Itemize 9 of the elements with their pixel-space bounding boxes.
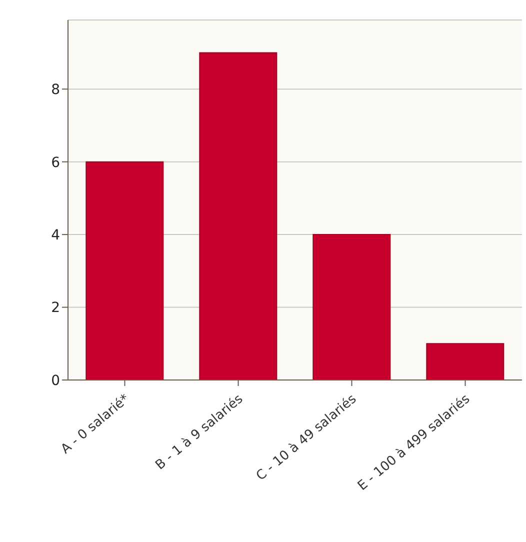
y-tick-label: 0 <box>51 372 60 389</box>
bar <box>426 343 504 380</box>
bar <box>86 161 164 380</box>
y-tick-label: 4 <box>51 228 60 244</box>
y-tick-label: 8 <box>51 82 60 98</box>
bar <box>312 234 391 380</box>
y-tick-label: 2 <box>51 300 60 316</box>
bar <box>199 52 278 380</box>
y-tick-label: 6 <box>51 154 60 171</box>
